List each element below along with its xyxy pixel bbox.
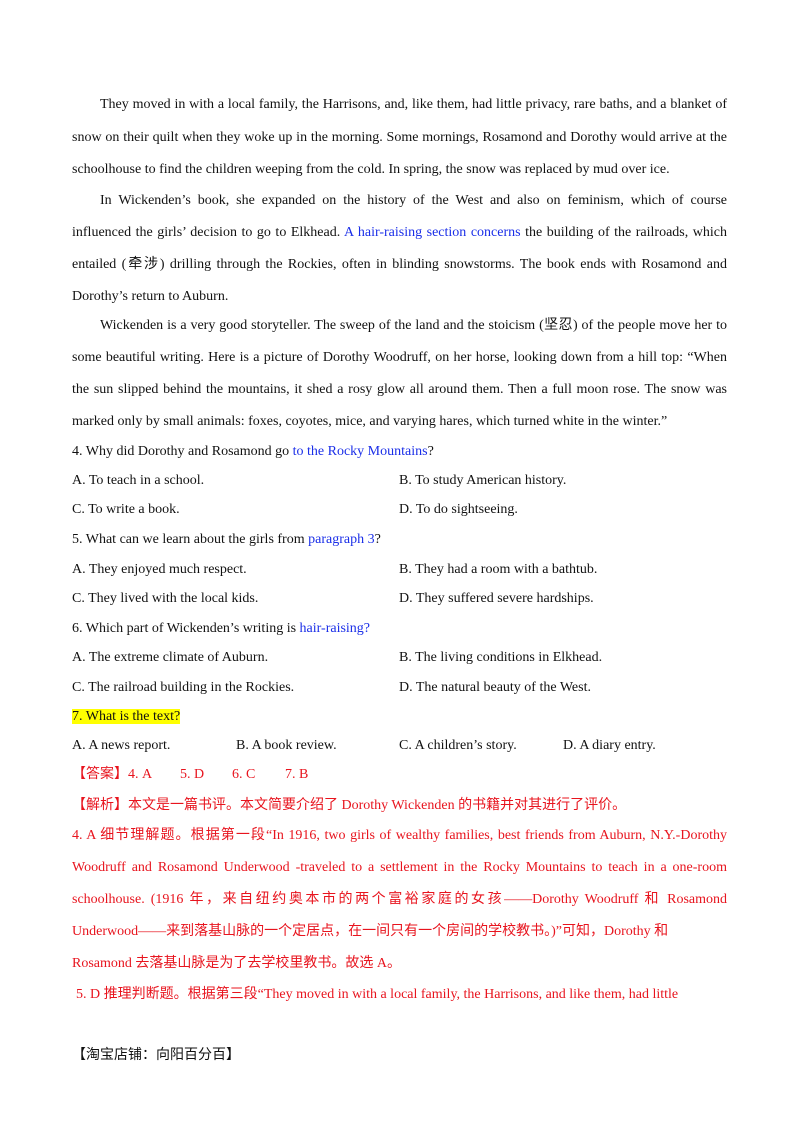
- analysis-line: 【解析】本文是一篇书评。本文简要介绍了 Dorothy Wickenden 的书…: [72, 796, 727, 816]
- option: D. To do sightseeing.: [399, 500, 518, 520]
- text: snow on their quilt when they woke up in…: [72, 130, 727, 145]
- text: the building of the railroads, which: [525, 225, 727, 240]
- text: B. To study American history.: [399, 473, 567, 488]
- text: to the Rocky Mountains: [292, 444, 428, 459]
- text: A hair-raising section concerns: [343, 225, 521, 240]
- text: some beautiful writing. Here is a pictur…: [72, 350, 727, 365]
- analysis-line: schoolhouse. (1916 年，来自纽约奥本市的两个富裕家庭的女孩——…: [72, 890, 727, 910]
- passage-line: Dorothy’s return to Auburn.: [72, 287, 727, 307]
- text: 5. D 推理判断题。根据第三段“They moved in with a lo…: [76, 987, 679, 1002]
- text: 5. What can we learn about the girls fro…: [72, 532, 305, 547]
- passage-line: some beautiful writing. Here is a pictur…: [72, 348, 727, 368]
- text: Wickenden is a very good storyteller. Th…: [100, 318, 727, 333]
- text: 【答案】4. A: [72, 767, 153, 782]
- text: Woodruff and Rosamond Underwood -travele…: [72, 860, 727, 875]
- text: Rosamond 去落基山脉是为了去学校里教书。故选 A。: [72, 956, 401, 971]
- option: C. To write a book.: [72, 500, 180, 520]
- text: 5. D: [180, 767, 205, 782]
- text: B. A book review.: [236, 738, 337, 753]
- text: C. They lived with the local kids.: [72, 591, 259, 606]
- text: influenced the girls’ decision to go to …: [72, 225, 341, 240]
- option: A. A news report.: [72, 736, 170, 756]
- option: B. The living conditions in Elkhead.: [399, 648, 602, 668]
- text: schoolhouse to find the children weeping…: [72, 162, 670, 177]
- answer: 5. D: [180, 765, 204, 785]
- answer: 6. C: [232, 765, 255, 785]
- text: ?: [427, 444, 434, 459]
- passage-line: Wickenden is a very good storyteller. Th…: [100, 316, 727, 336]
- analysis-line: Rosamond 去落基山脉是为了去学校里教书。故选 A。: [72, 954, 727, 974]
- text: C. To write a book.: [72, 502, 180, 517]
- passage-line: the sun slipped behind the mountains, it…: [72, 380, 727, 400]
- option: C. They lived with the local kids.: [72, 589, 258, 609]
- passage-line: They moved in with a local family, the H…: [100, 95, 727, 115]
- text: A. To teach in a school.: [72, 473, 205, 488]
- analysis-line: Woodruff and Rosamond Underwood -travele…: [72, 858, 727, 878]
- option: C. The railroad building in the Rockies.: [72, 678, 294, 698]
- text: 4. A 细节理解题。根据第一段“In 1916, two girls of w…: [72, 828, 727, 843]
- question-stem: 7. What is the text?: [72, 707, 181, 727]
- option: C. A children’s story.: [399, 736, 517, 756]
- option: A. They enjoyed much respect.: [72, 560, 247, 580]
- text: 【解析】本文是一篇书评。本文简要介绍了 Dorothy Wickenden 的书…: [72, 798, 627, 813]
- text: A. They enjoyed much respect.: [72, 562, 247, 577]
- analysis-line: 5. D 推理判断题。根据第三段“They moved in with a lo…: [76, 985, 727, 1005]
- text: B. The living conditions in Elkhead.: [399, 650, 603, 665]
- footer: 【淘宝店铺：向阳百分百】: [72, 1046, 240, 1066]
- question-stem: 5. What can we learn about the girls fro…: [72, 530, 381, 550]
- text: C. The railroad building in the Rockies.: [72, 680, 295, 695]
- text: Underwood——来到落基山脉的一个定居点，在一间只有一个房间的学校教书。)…: [72, 924, 669, 939]
- answer: 7. B: [285, 765, 308, 785]
- option: D. The natural beauty of the West.: [399, 678, 591, 698]
- option: D. They suffered severe hardships.: [399, 589, 594, 609]
- text: 【淘宝店铺：向阳百分百】: [72, 1048, 240, 1063]
- text: the sun slipped behind the mountains, it…: [72, 382, 727, 397]
- passage-line: influenced the girls’ decision to go to …: [72, 223, 727, 243]
- passage-line: marked only by small animals: foxes, coy…: [72, 412, 727, 432]
- text: D. They suffered severe hardships.: [399, 591, 594, 606]
- answer: 【答案】4. A: [72, 765, 152, 785]
- option: B. To study American history.: [399, 471, 566, 491]
- text: B. They had a room with a bathtub.: [399, 562, 598, 577]
- text: C. A children’s story.: [399, 738, 517, 753]
- text: Dorothy’s return to Auburn.: [72, 289, 229, 304]
- text: marked only by small animals: foxes, coy…: [72, 414, 668, 429]
- text: A. A news report.: [72, 738, 171, 753]
- option: B. A book review.: [236, 736, 337, 756]
- text: entailed (牵涉) drilling through the Rocki…: [72, 257, 727, 272]
- option: A. The extreme climate of Auburn.: [72, 648, 268, 668]
- text: schoolhouse. (1916 年，来自纽约奥本市的两个富裕家庭的女孩——…: [72, 892, 727, 907]
- analysis-line: 4. A 细节理解题。根据第一段“In 1916, two girls of w…: [72, 826, 727, 846]
- option: A. To teach in a school.: [72, 471, 204, 491]
- text: 4. Why did Dorothy and Rosamond go: [72, 444, 290, 459]
- text: D. A diary entry.: [563, 738, 656, 753]
- question-stem: 4. Why did Dorothy and Rosamond go to th…: [72, 442, 434, 462]
- option: D. A diary entry.: [563, 736, 656, 756]
- option: B. They had a room with a bathtub.: [399, 560, 597, 580]
- text: 6. C: [232, 767, 256, 782]
- passage-line: In Wickenden’s book, she expanded on the…: [100, 191, 727, 211]
- passage-line: snow on their quilt when they woke up in…: [72, 128, 727, 148]
- text: ?: [374, 532, 381, 547]
- passage-line: entailed (牵涉) drilling through the Rocki…: [72, 255, 727, 275]
- text: 6. Which part of Wickenden’s writing is: [72, 621, 297, 636]
- text: D. The natural beauty of the West.: [399, 680, 591, 695]
- text: 7. What is the text?: [72, 709, 181, 724]
- text: In Wickenden’s book, she expanded on the…: [100, 193, 727, 208]
- text: They moved in with a local family, the H…: [100, 97, 727, 112]
- question-stem: 6. Which part of Wickenden’s writing is …: [72, 619, 370, 639]
- analysis-line: Underwood——来到落基山脉的一个定居点，在一间只有一个房间的学校教书。)…: [72, 922, 727, 942]
- text: A. The extreme climate of Auburn.: [72, 650, 269, 665]
- text: paragraph 3: [308, 532, 375, 547]
- passage-line: schoolhouse to find the children weeping…: [72, 160, 727, 180]
- text: 7. B: [285, 767, 309, 782]
- text: hair-raising?: [299, 621, 371, 636]
- text: D. To do sightseeing.: [399, 502, 518, 517]
